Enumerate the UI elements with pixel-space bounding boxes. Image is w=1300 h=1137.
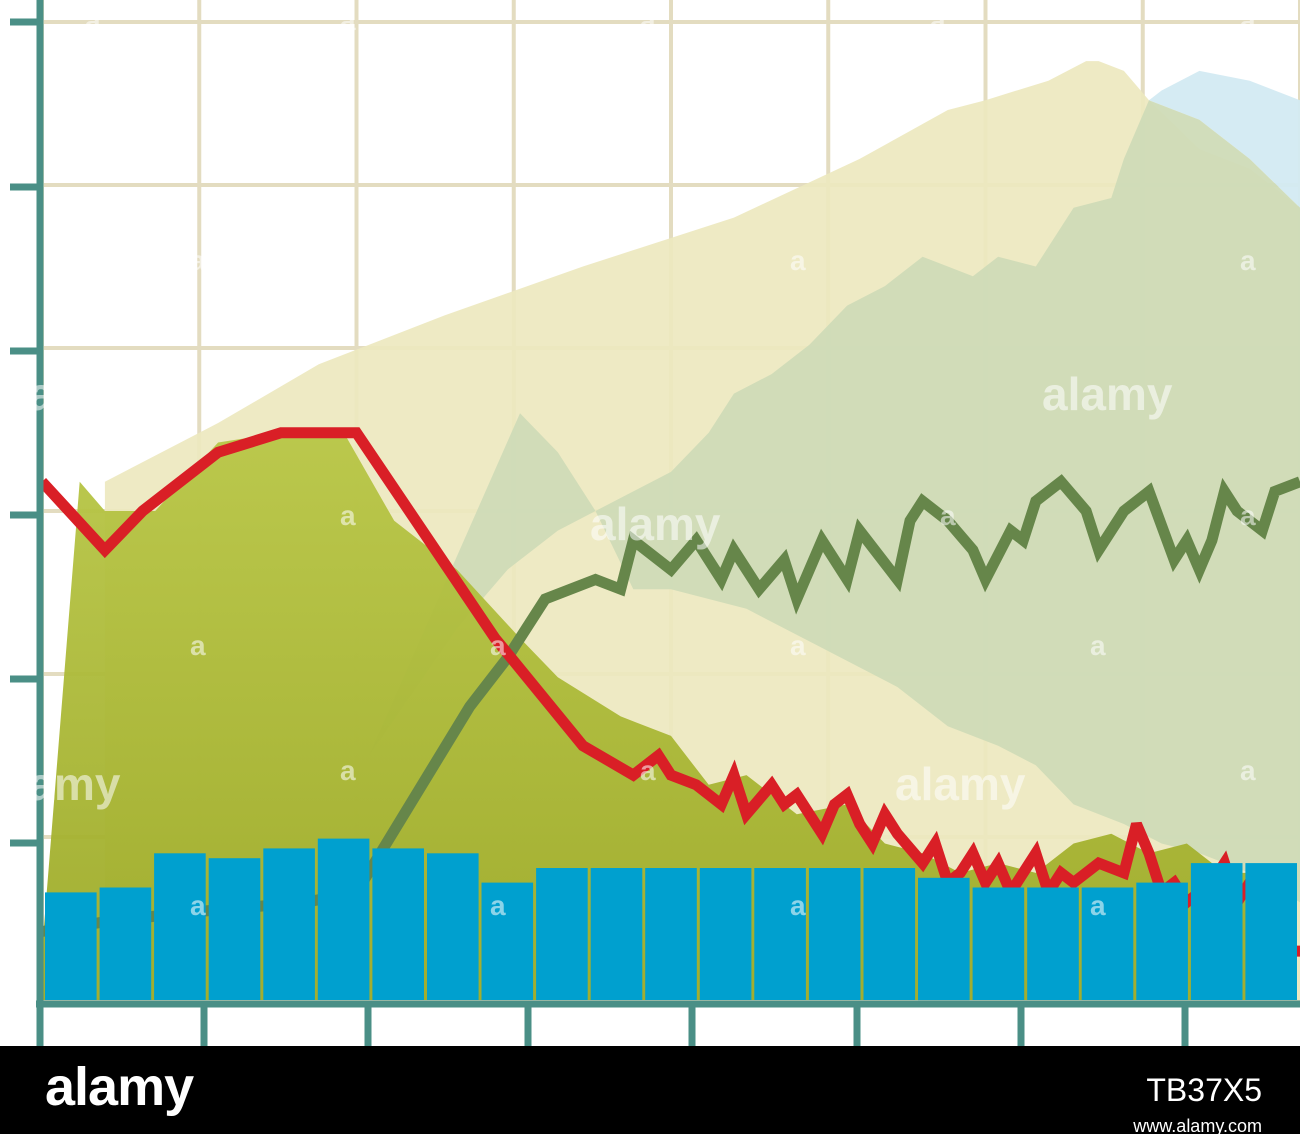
watermark-mark: a	[490, 630, 506, 661]
sage-area-series	[369, 100, 1300, 903]
bar	[1027, 887, 1079, 1000]
bar	[590, 868, 643, 1000]
watermark-mark: a	[340, 5, 356, 36]
watermark-mark: a	[1090, 630, 1106, 661]
bar	[1190, 863, 1243, 1000]
blue-area-series	[1149, 70, 1300, 208]
bar	[208, 858, 261, 1000]
watermark-overlay: alamy alamy alamy alamy alamy a a a a a a a a a a a a a a a…	[0, 5, 1256, 921]
watermark-text: alamy	[895, 758, 1026, 810]
watermark-mark: a	[930, 5, 946, 36]
bar	[154, 853, 206, 1000]
watermark-mark: a	[1240, 500, 1256, 531]
bar	[481, 882, 534, 1000]
watermark-mark: a	[190, 630, 206, 661]
bar	[808, 868, 861, 1000]
watermark-mark: a	[490, 890, 506, 921]
watermark-mark: a	[640, 755, 656, 786]
bar	[972, 887, 1025, 1000]
watermark-mark: a	[1240, 245, 1256, 276]
bar	[645, 868, 697, 1000]
bar-series-group	[45, 838, 1297, 1001]
watermark-mark: a	[790, 890, 806, 921]
watermark-image-id: TB37X5	[1146, 1072, 1262, 1108]
watermark-text: alamy	[1042, 368, 1173, 420]
watermark-mark: a	[1240, 755, 1256, 786]
watermark-mark: a	[85, 5, 101, 36]
watermark-mark: a	[640, 5, 656, 36]
watermark-mark: a	[340, 755, 356, 786]
watermark-mark: a	[1090, 890, 1106, 921]
watermark-logo: alamy	[45, 1057, 194, 1117]
watermark-text: alamy	[590, 498, 721, 550]
watermark-url: www.alamy.com	[1133, 1116, 1262, 1136]
bar	[1136, 882, 1188, 1000]
axes	[10, 0, 1300, 1046]
watermark-mark: a	[340, 500, 356, 531]
bar	[863, 868, 916, 1000]
watermark-mark: a	[190, 245, 206, 276]
bar	[1081, 887, 1134, 1000]
watermark-footer: alamy TB37X5 www.alamy.com	[0, 1046, 1300, 1136]
watermark-mark: a	[490, 245, 506, 276]
bar	[1245, 863, 1297, 1000]
bar	[754, 868, 806, 1000]
bar	[45, 892, 97, 1000]
bar	[263, 848, 315, 1000]
watermark-mark: a	[940, 500, 956, 531]
green-line-series	[41, 474, 1300, 937]
watermark-mark: a	[790, 245, 806, 276]
bar	[317, 838, 370, 1000]
bar	[536, 868, 588, 1000]
area-line-chart: alamy alamy alamy alamy alamy a a a a a a a a a a a a a a a…	[0, 0, 1300, 1046]
watermark-text: alamy	[0, 758, 121, 810]
watermark-mark: a	[190, 890, 206, 921]
bar	[372, 848, 424, 1000]
bar	[427, 853, 479, 1000]
bar	[918, 877, 970, 1001]
watermark-mark: a	[1240, 5, 1256, 36]
watermark-mark: a	[790, 630, 806, 661]
watermark-text: alamy	[0, 368, 121, 420]
bar	[99, 887, 152, 1000]
bar	[699, 868, 752, 1000]
